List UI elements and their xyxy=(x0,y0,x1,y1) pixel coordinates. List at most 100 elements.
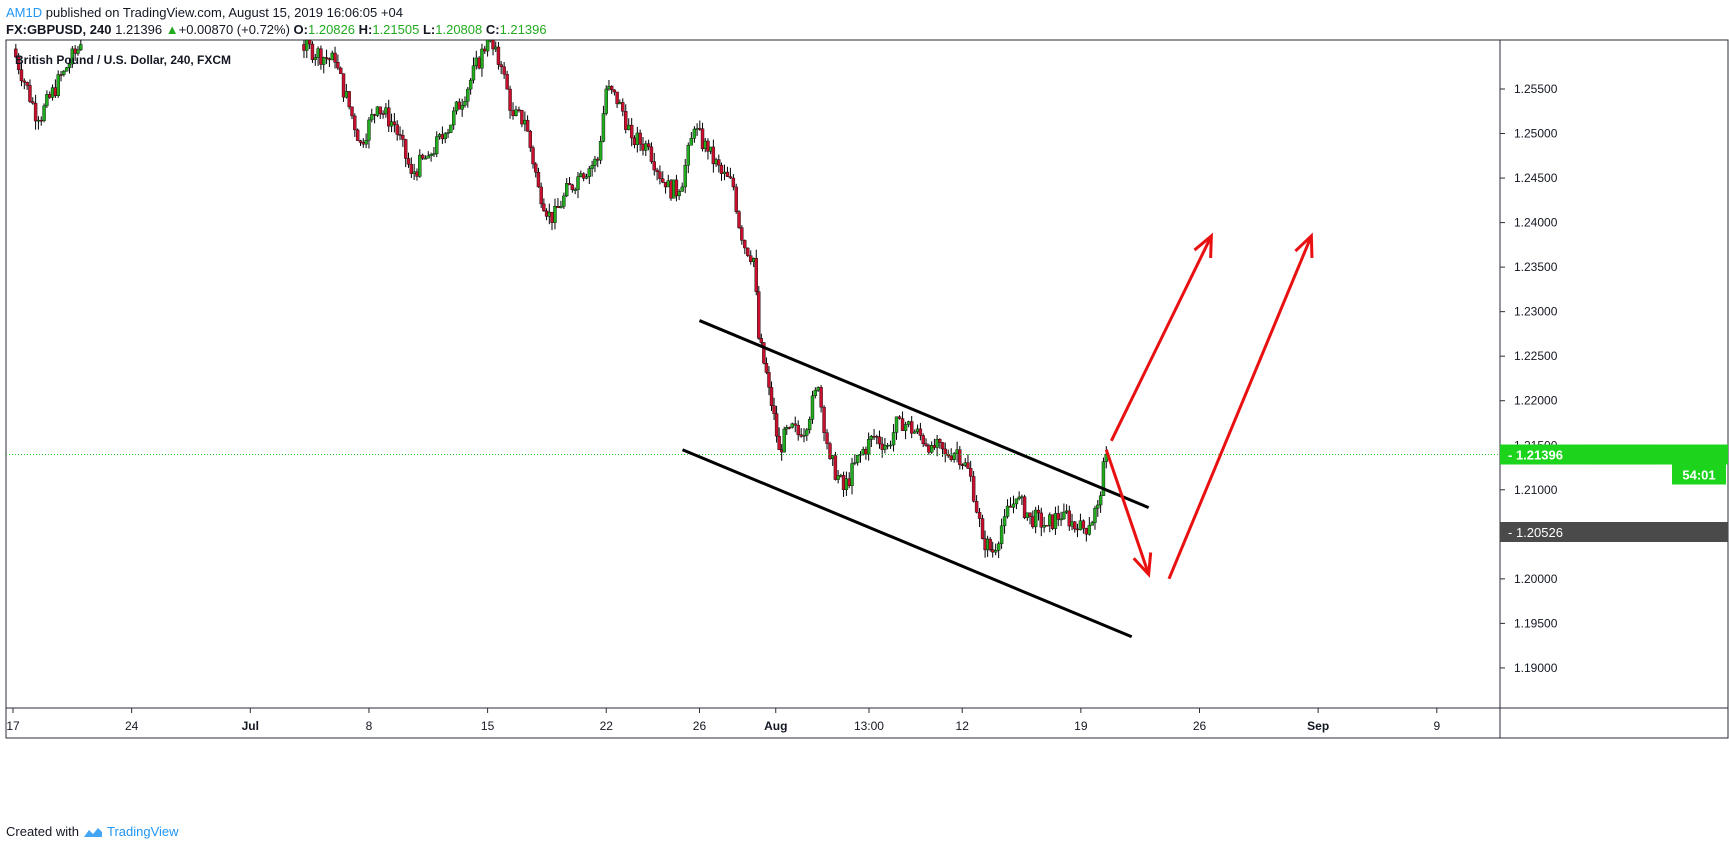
candle xyxy=(496,42,501,70)
candle xyxy=(361,138,365,148)
candle-body xyxy=(1084,528,1089,535)
candle-body xyxy=(719,164,724,174)
countdown-tag-bg xyxy=(1672,464,1726,485)
candle xyxy=(799,428,803,438)
candle xyxy=(336,54,340,71)
candle-body xyxy=(943,448,947,455)
candle-body xyxy=(627,124,631,130)
candle xyxy=(550,211,554,231)
candle xyxy=(1098,491,1103,513)
candle xyxy=(395,120,399,141)
candle xyxy=(412,163,416,181)
candle xyxy=(796,420,800,441)
candle-body xyxy=(661,178,665,183)
candle xyxy=(774,405,779,443)
candle xyxy=(929,441,934,454)
candle-body xyxy=(674,179,679,197)
author-link[interactable]: AM1D xyxy=(6,5,43,20)
candle-body xyxy=(1101,461,1106,496)
change-value: +0.00870 (+0.72%) xyxy=(178,22,290,37)
candle-body xyxy=(1062,511,1066,520)
candle-body xyxy=(344,91,349,98)
candle xyxy=(711,139,716,173)
candle xyxy=(437,132,442,140)
x-tick-label: 9 xyxy=(1433,719,1440,733)
tradingview-link[interactable]: TradingView xyxy=(106,824,179,839)
arrow-head xyxy=(1132,552,1153,578)
candle xyxy=(587,165,591,185)
candle-body xyxy=(443,133,447,140)
candle-body xyxy=(1075,528,1080,531)
symbol-label: FX:GBPUSD, 240 xyxy=(6,22,112,37)
candle xyxy=(1053,506,1058,535)
candle xyxy=(980,514,985,540)
candle-body xyxy=(749,255,753,262)
close-label: C: xyxy=(485,22,500,37)
candle-body xyxy=(850,463,854,486)
publish-line: AM1D published on TradingView.com, Augus… xyxy=(6,4,547,21)
candle xyxy=(457,98,462,110)
candle-body xyxy=(367,119,371,141)
candle-body xyxy=(567,183,572,186)
candle xyxy=(782,426,786,453)
candle xyxy=(403,138,408,168)
candle-body xyxy=(737,211,741,228)
candle xyxy=(813,387,817,399)
candle-body xyxy=(440,134,445,140)
candle xyxy=(581,172,586,182)
candle xyxy=(1045,525,1049,527)
candle xyxy=(604,85,608,116)
candle xyxy=(624,104,628,134)
candle xyxy=(460,98,464,117)
candle-body xyxy=(891,432,896,446)
candle-body xyxy=(550,211,554,223)
candle xyxy=(913,429,917,434)
candle-body xyxy=(581,173,586,179)
candle-body xyxy=(1008,505,1013,508)
candle-body xyxy=(573,189,577,191)
candle-body xyxy=(711,146,716,165)
candle-body xyxy=(683,165,687,188)
candle xyxy=(364,133,368,149)
candle xyxy=(67,57,72,74)
open-label: O: xyxy=(293,22,308,37)
candle xyxy=(42,103,46,123)
candle-body xyxy=(429,154,433,156)
candle-body xyxy=(350,106,354,117)
candle xyxy=(793,416,797,433)
candle xyxy=(593,155,597,173)
candle-body xyxy=(375,106,380,116)
candle xyxy=(790,422,794,429)
candle-body xyxy=(646,143,651,148)
candle xyxy=(918,422,923,441)
candle xyxy=(762,341,766,365)
countdown-tag-value: 54:01 xyxy=(1682,468,1715,483)
candle xyxy=(358,139,363,147)
candle xyxy=(828,441,832,460)
candle xyxy=(621,98,625,117)
channel-trendline xyxy=(681,448,1133,639)
candle-body xyxy=(401,135,405,140)
candle xyxy=(869,434,874,448)
candle-body xyxy=(764,363,769,373)
candle-body xyxy=(62,70,66,75)
candle-body xyxy=(836,475,840,480)
y-tick-label: 1.19500 xyxy=(1514,616,1558,630)
candle-body xyxy=(883,445,887,450)
candle-body xyxy=(59,74,63,76)
drawings-group xyxy=(6,232,1500,639)
candle-body xyxy=(576,176,580,190)
candle xyxy=(432,147,436,157)
x-tick-label: 26 xyxy=(693,719,707,733)
candle-body xyxy=(502,66,506,75)
candle-body xyxy=(412,171,416,174)
candle xyxy=(392,113,397,133)
candle-body xyxy=(341,73,346,98)
candle xyxy=(542,198,546,212)
candle xyxy=(725,166,730,178)
candle xyxy=(836,470,840,484)
candle-body xyxy=(452,110,456,126)
candle-body xyxy=(556,206,560,209)
